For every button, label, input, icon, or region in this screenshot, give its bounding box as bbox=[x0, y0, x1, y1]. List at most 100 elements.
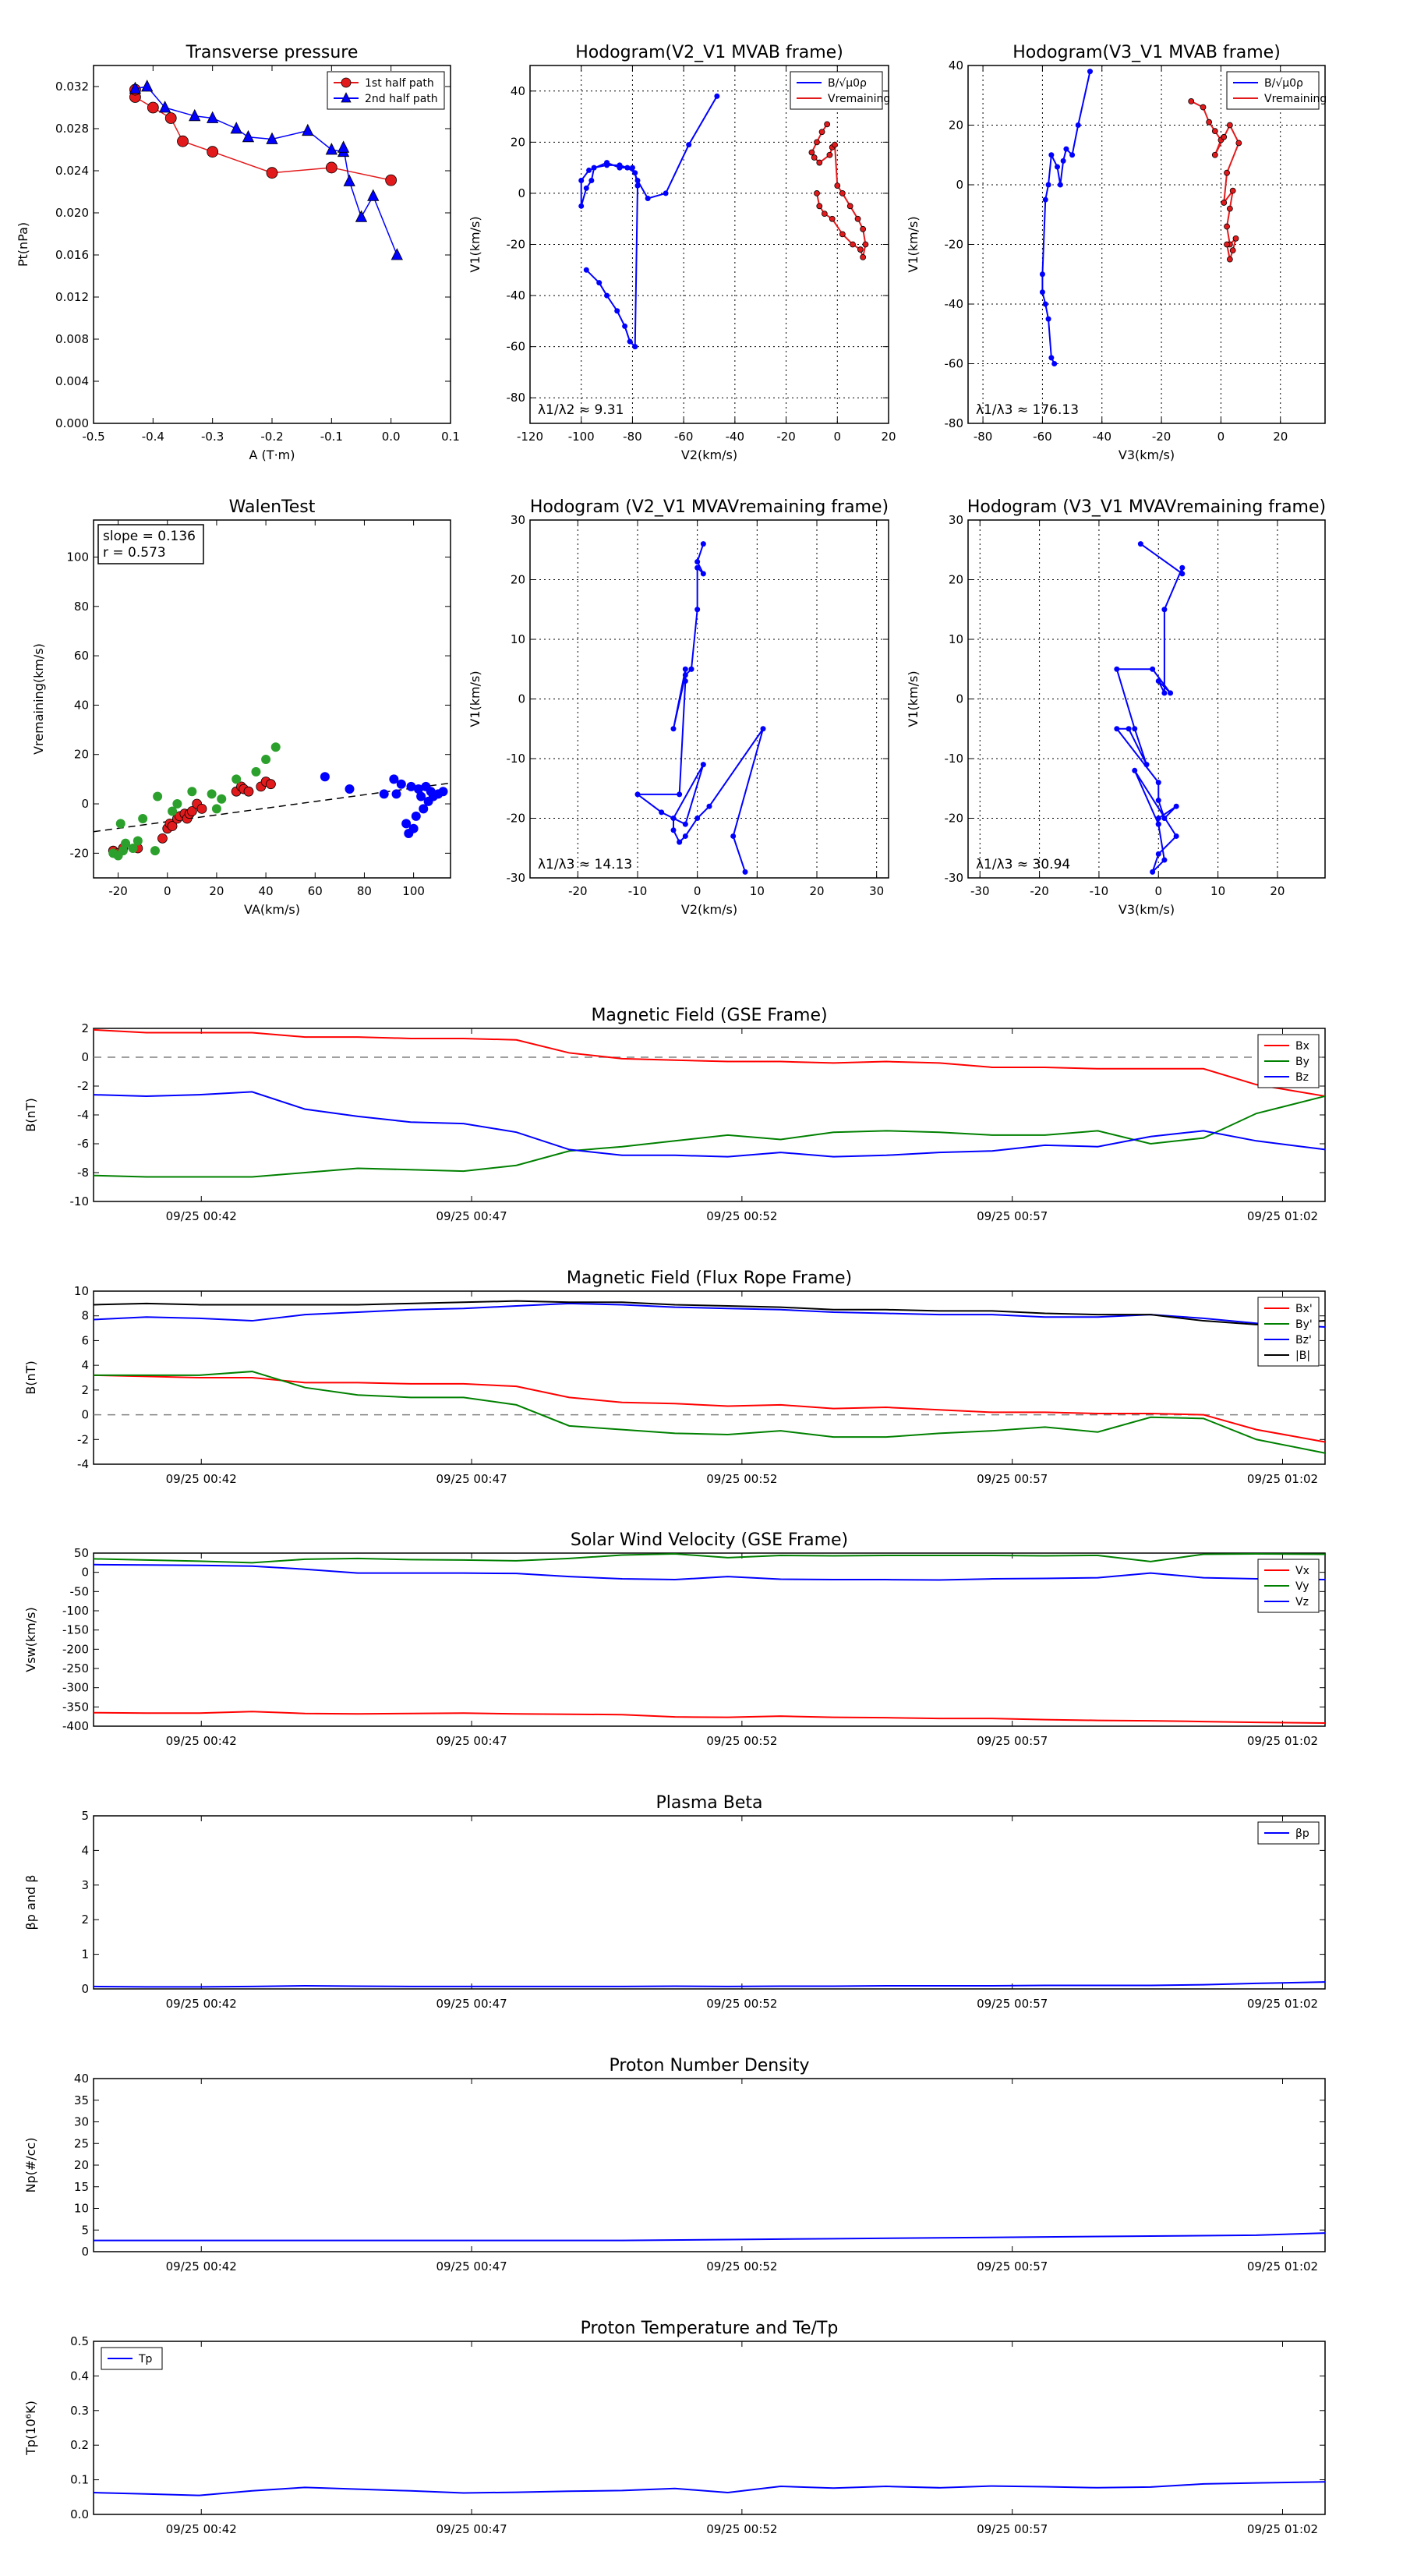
legend-label: Vy bbox=[1295, 1580, 1309, 1593]
data-point bbox=[187, 787, 197, 797]
data-point bbox=[121, 838, 131, 848]
data-point bbox=[583, 267, 589, 273]
y-tick-label: -4 bbox=[77, 1457, 89, 1471]
data-point bbox=[401, 819, 412, 829]
time-tick-label: 09/25 00:42 bbox=[166, 1472, 237, 1486]
y-tick-label: 100 bbox=[66, 550, 89, 564]
legend: B/√μ0ρ Vremaining bbox=[1226, 71, 1327, 110]
y-axis-label: V1(km/s) bbox=[468, 216, 482, 272]
data-point bbox=[150, 846, 160, 856]
data-point bbox=[1155, 816, 1161, 821]
y-tick-label: 0 bbox=[956, 692, 963, 706]
y-tick-label: 20 bbox=[74, 2158, 89, 2172]
data-point bbox=[634, 182, 641, 189]
eigenvalue-ratio: λ1/λ2 ≈ 9.31 bbox=[538, 402, 624, 418]
y-tick-label: 2 bbox=[81, 1913, 89, 1927]
data-point bbox=[1060, 157, 1066, 164]
data-point bbox=[118, 846, 128, 856]
data-point bbox=[604, 292, 610, 299]
data-point bbox=[1114, 726, 1120, 732]
data-point bbox=[686, 142, 692, 148]
y-tick-label: 0 bbox=[956, 178, 963, 192]
stats-text: slope = 0.136 bbox=[103, 529, 196, 544]
y-tick-label: 35 bbox=[74, 2093, 89, 2107]
axes-frame bbox=[93, 1815, 1326, 1990]
data-point bbox=[1155, 780, 1161, 786]
data-point bbox=[1211, 151, 1218, 158]
data-point bbox=[1161, 816, 1168, 821]
data-point bbox=[355, 210, 368, 222]
legend-label: Vz bbox=[1295, 1596, 1309, 1608]
data-point bbox=[677, 791, 683, 798]
y-axis-label: βp and β bbox=[23, 1875, 38, 1930]
data-point bbox=[1229, 187, 1236, 194]
data-point bbox=[1051, 361, 1058, 366]
data-point bbox=[167, 821, 178, 831]
data-point bbox=[168, 806, 178, 816]
time-tick-label: 09/25 01:02 bbox=[1247, 2522, 1318, 2536]
stats-frame bbox=[97, 524, 204, 564]
chart-title: Proton Temperature and Te/Tp bbox=[581, 2319, 839, 2338]
data-point bbox=[1055, 164, 1060, 170]
data-point bbox=[266, 167, 278, 179]
series-line bbox=[580, 95, 718, 349]
data-point bbox=[634, 178, 641, 184]
series-line bbox=[93, 1300, 1326, 1325]
data-point bbox=[217, 794, 227, 804]
data-point bbox=[341, 77, 352, 88]
x-tick-label: -100 bbox=[568, 430, 595, 444]
data-point bbox=[1173, 833, 1179, 839]
y-axis-label: B(nT) bbox=[23, 1098, 38, 1131]
data-point bbox=[1224, 169, 1230, 176]
data-point bbox=[1200, 104, 1207, 111]
x-tick-label: -80 bbox=[623, 430, 642, 444]
chart-title: Hodogram (V3_V1 MVAVremaining frame) bbox=[967, 497, 1326, 517]
data-point bbox=[1226, 122, 1233, 129]
data-point bbox=[379, 789, 389, 799]
time-tick-label: 09/25 01:02 bbox=[1247, 2259, 1318, 2273]
data-point bbox=[821, 211, 828, 218]
series-line bbox=[1041, 71, 1091, 364]
y-tick-label: 3 bbox=[81, 1878, 89, 1892]
y-tick-label: 10 bbox=[74, 2202, 89, 2216]
y-tick-label: 15 bbox=[74, 2180, 89, 2194]
data-point bbox=[834, 182, 841, 189]
data-point bbox=[682, 672, 688, 678]
data-point bbox=[261, 755, 271, 765]
data-point bbox=[632, 344, 638, 350]
data-point bbox=[1045, 316, 1051, 322]
data-point bbox=[1161, 690, 1168, 696]
data-point bbox=[670, 816, 677, 821]
y-tick-label: -2 bbox=[77, 1432, 89, 1446]
data-point bbox=[700, 762, 706, 768]
data-point bbox=[1211, 128, 1218, 135]
data-point bbox=[583, 185, 589, 191]
time-tick-label: 09/25 00:47 bbox=[436, 1209, 507, 1223]
y-tick-label: 0.0 bbox=[70, 2507, 89, 2521]
series-line bbox=[93, 1091, 1326, 1158]
time-tick-label: 09/25 00:57 bbox=[977, 1734, 1048, 1748]
time-tick-label: 09/25 00:42 bbox=[166, 1734, 237, 1748]
data-point bbox=[419, 804, 429, 814]
y-tick-label: -350 bbox=[62, 1700, 89, 1714]
y-axis-label: Pt(nPa) bbox=[16, 222, 30, 267]
data-point bbox=[1155, 798, 1161, 804]
y-tick-label: 0 bbox=[81, 1982, 89, 1996]
data-point bbox=[588, 178, 595, 184]
data-point bbox=[677, 839, 683, 845]
data-point bbox=[207, 789, 217, 799]
y-tick-label: 2 bbox=[81, 1021, 89, 1035]
data-point bbox=[624, 165, 631, 171]
data-point bbox=[172, 799, 182, 809]
time-tick-label: 09/25 00:42 bbox=[166, 1997, 237, 2011]
y-tick-label: 0 bbox=[518, 692, 525, 706]
x-tick-label: -120 bbox=[517, 430, 543, 444]
data-point bbox=[824, 121, 831, 128]
x-tick-label: -20 bbox=[568, 884, 588, 898]
stats-text: r = 0.573 bbox=[103, 545, 166, 561]
data-point bbox=[411, 811, 421, 821]
x-tick-label: -0.2 bbox=[260, 430, 283, 444]
y-tick-label: 0.004 bbox=[55, 374, 89, 388]
